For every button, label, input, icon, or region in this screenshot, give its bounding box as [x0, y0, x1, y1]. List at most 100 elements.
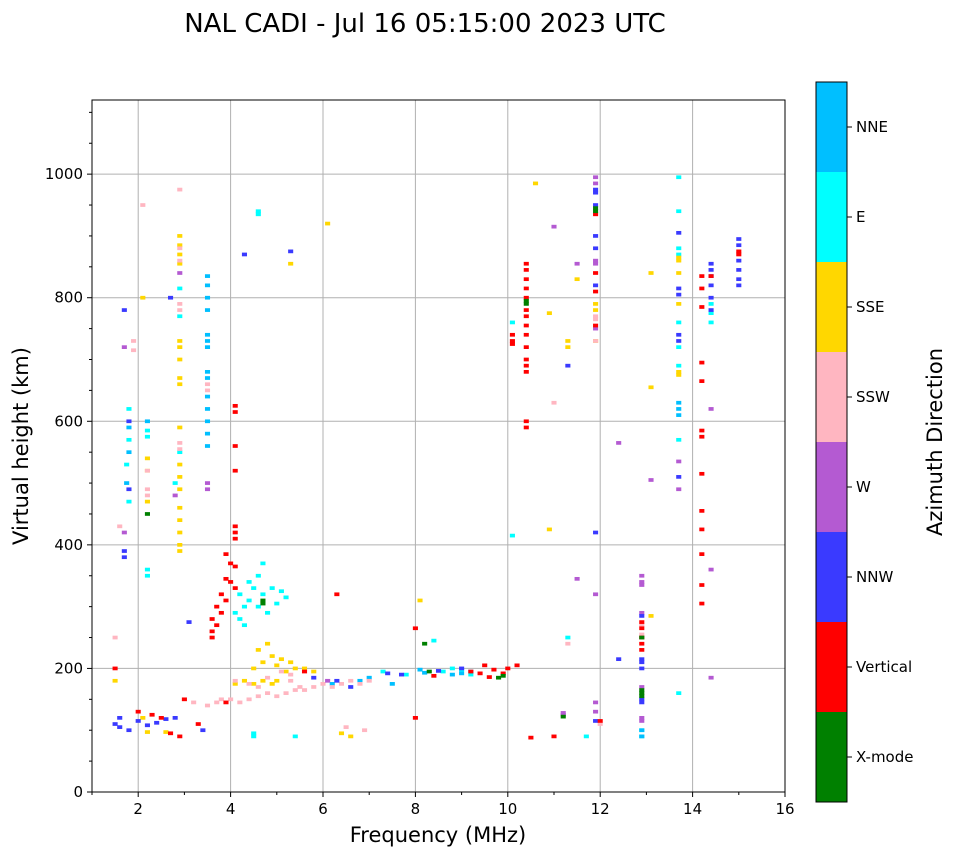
data-point-nnw [126, 487, 132, 492]
data-point-nnw [186, 620, 192, 624]
data-point-vertical [509, 332, 515, 337]
data-point-nnw [167, 295, 174, 300]
data-point-e [278, 589, 284, 594]
data-point-ssw [246, 682, 252, 686]
data-point-vertical [232, 564, 238, 569]
data-point-vertical [708, 274, 714, 278]
data-point-ssw [228, 697, 234, 702]
x-tick-label: 10 [498, 800, 517, 818]
data-point-nnw [121, 308, 127, 312]
data-point-nne [204, 370, 211, 374]
data-point-w [204, 487, 211, 492]
data-point-vertical [597, 719, 603, 723]
data-point-nne [144, 419, 150, 424]
data-point-vertical [523, 345, 529, 349]
data-point-nnw [676, 292, 682, 297]
colorbar-label: Azimuth Direction [923, 348, 947, 536]
colorbar-tick-label: NNW [856, 568, 893, 586]
data-point-sse [676, 258, 682, 263]
data-point-w [639, 583, 645, 587]
data-point-nnw [639, 697, 645, 702]
data-point-e [232, 610, 238, 615]
data-point-sse [260, 678, 266, 683]
data-point-w [593, 175, 599, 180]
data-point-nnw [144, 723, 150, 728]
data-point-ssw [565, 641, 571, 646]
data-point-vertical [218, 592, 224, 597]
data-point-ssw [329, 685, 335, 689]
data-point-ssw [338, 682, 345, 686]
data-point-w [708, 567, 714, 572]
plot-frame [91, 99, 786, 793]
data-point-nnw [593, 187, 599, 192]
data-point-nnw [398, 672, 405, 677]
data-point-nnw [708, 268, 714, 272]
data-point-sse [348, 734, 354, 739]
data-point-sse [574, 277, 580, 282]
data-point-ssw [597, 722, 603, 726]
data-point-x-mode [593, 206, 599, 210]
data-point-e [708, 302, 714, 306]
data-point-w [574, 261, 580, 266]
data-point-x-mode [496, 675, 502, 680]
data-point-x-mode [523, 298, 529, 303]
data-point-vertical [232, 444, 238, 448]
x-tick-label: 4 [226, 800, 236, 818]
colorbar-frame [815, 81, 848, 803]
data-point-vertical [523, 286, 529, 291]
data-point-nnw [639, 614, 645, 618]
data-point-vertical [593, 271, 599, 275]
data-point-ssw [131, 339, 137, 343]
data-point-sse [676, 255, 682, 260]
y-tick-label: 1000 [45, 165, 83, 183]
data-point-e [509, 533, 515, 538]
data-point-vertical [639, 641, 645, 646]
data-point-nnw [708, 261, 714, 266]
data-point-e [676, 320, 682, 325]
data-point-ssw [593, 317, 599, 322]
data-point-e [126, 499, 132, 504]
data-point-e [431, 638, 437, 643]
data-point-nnw [708, 295, 714, 300]
data-point-sse [112, 678, 118, 683]
data-point-nnw [639, 700, 645, 705]
data-point-ssw [639, 623, 645, 628]
x-tick-label: 16 [775, 800, 794, 818]
data-point-ssw [246, 697, 252, 702]
data-point-vertical [218, 610, 224, 615]
data-point-vertical [699, 305, 705, 309]
data-point-vertical [232, 586, 238, 590]
data-point-sse [292, 666, 298, 671]
data-point-w [121, 530, 127, 535]
data-point-w [593, 592, 599, 597]
data-point-ssw [232, 678, 238, 683]
data-point-vertical [209, 635, 215, 640]
data-point-w [593, 181, 599, 186]
data-point-x-mode [639, 691, 645, 695]
data-point-ssw [191, 700, 197, 705]
data-point-sse [676, 370, 682, 374]
data-point-w [593, 258, 599, 263]
data-point-x-mode [639, 688, 645, 692]
data-point-sse [177, 339, 183, 343]
colorbar-segment-ssw [816, 352, 847, 442]
data-point-sse [163, 730, 169, 734]
data-point-ssw [265, 691, 271, 695]
data-point-ssw [320, 682, 326, 686]
data-point-nnw [736, 268, 742, 272]
data-point-vertical [523, 314, 529, 319]
colorbar-tick-label: NNE [856, 118, 888, 136]
data-point-nnw [736, 237, 742, 241]
data-point-nne [329, 682, 335, 686]
colorbar-segment-sse [816, 262, 847, 352]
data-point-sse [288, 660, 294, 665]
data-point-nnw [639, 660, 645, 665]
data-point-e [251, 586, 257, 590]
data-point-nnw [593, 190, 599, 195]
data-point-w [593, 261, 599, 266]
data-point-ssw [292, 688, 298, 692]
data-point-nnw [126, 419, 132, 424]
data-point-nne [204, 444, 211, 448]
colorbar-tick-label: Vertical [856, 658, 912, 676]
